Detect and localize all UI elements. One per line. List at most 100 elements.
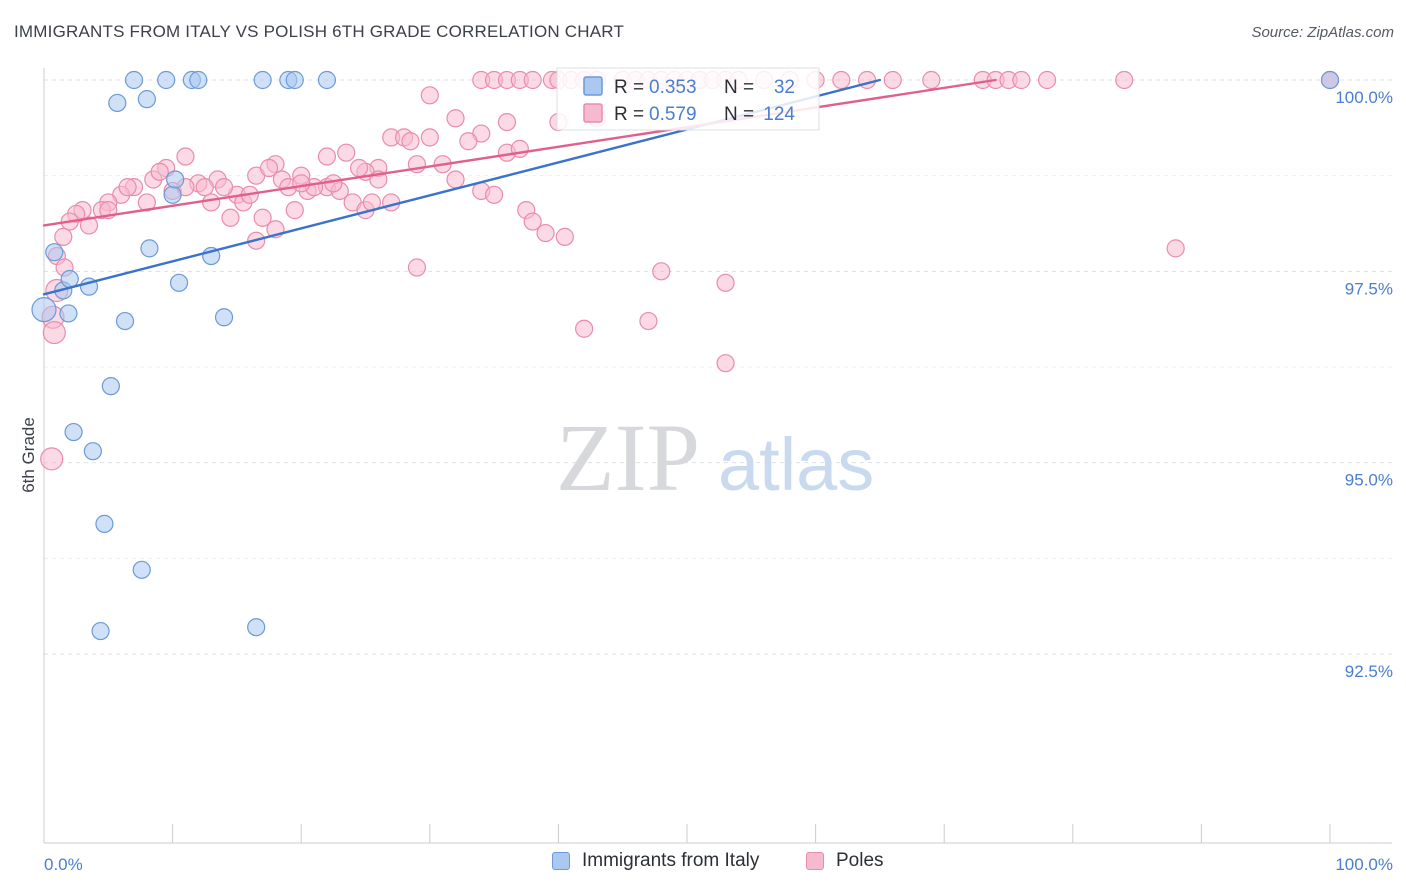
data-point-poles: [42, 320, 66, 345]
legend-top: R = 0.353 N = 32 R = 0.579 N = 124: [556, 67, 820, 131]
data-point-italy: [95, 514, 114, 533]
data-point-italy: [247, 618, 266, 637]
data-point-poles: [523, 70, 542, 90]
watermark-atlas: atlas: [718, 423, 874, 506]
data-point-poles: [555, 227, 574, 246]
y-tick-label: 92.5%: [1345, 662, 1393, 681]
data-point-poles: [79, 216, 99, 235]
data-point-italy: [83, 442, 102, 461]
data-point-poles: [523, 212, 542, 231]
trend-line-poles: [42, 78, 997, 227]
legend-r-value: 0.579: [649, 104, 697, 125]
data-point-italy: [317, 70, 337, 90]
legend-top-swatch-italy: [583, 76, 603, 96]
legend-bottom: Immigrants from Italy Poles: [0, 850, 1406, 880]
data-point-poles: [176, 147, 195, 166]
data-point-italy: [91, 621, 110, 641]
data-point-poles: [401, 132, 420, 151]
data-point-italy: [108, 93, 127, 113]
data-point-italy: [64, 422, 83, 442]
data-point-poles: [420, 86, 439, 105]
data-point-italy: [189, 70, 208, 90]
data-point-poles: [1166, 239, 1185, 258]
data-point-poles: [54, 227, 73, 246]
data-point-italy: [132, 560, 151, 579]
legend-top-swatch-poles: [583, 103, 603, 123]
data-point-italy: [214, 308, 234, 327]
legend-r-label: R =: [614, 77, 644, 98]
x-tick-label: 0.0%: [44, 855, 83, 874]
data-point-italy: [59, 304, 78, 323]
data-point-poles: [202, 193, 221, 212]
data-point-poles: [292, 174, 311, 193]
data-point-poles: [446, 109, 465, 128]
data-point-poles: [446, 170, 465, 189]
data-point-italy: [45, 243, 64, 262]
y-axis-label: 6th Grade: [19, 417, 38, 493]
series-italy-points: [31, 70, 1340, 641]
data-point-poles: [497, 112, 517, 132]
legend-r-label: R =: [614, 104, 644, 125]
data-point-italy: [101, 377, 120, 396]
legend-n-value: 32: [774, 77, 795, 98]
y-tick-label: 100.0%: [1335, 88, 1393, 107]
data-point-italy: [31, 297, 57, 323]
watermark: ZIP atlas: [556, 404, 874, 511]
data-point-poles: [883, 70, 902, 90]
data-point-poles: [575, 319, 594, 338]
data-point-poles: [639, 311, 658, 331]
y-tick-label: 95.0%: [1345, 471, 1393, 490]
legend-swatch-poles: [806, 852, 824, 870]
legend-r-value: 0.353: [649, 77, 697, 98]
data-point-poles: [337, 143, 356, 162]
data-point-poles: [150, 162, 169, 181]
data-point-poles: [118, 178, 137, 197]
y-tick-label: 97.5%: [1345, 279, 1393, 298]
legend-item-italy: Immigrants from Italy: [552, 850, 759, 872]
watermark-zip: ZIP: [556, 404, 700, 511]
data-point-poles: [510, 139, 529, 158]
data-point-poles: [1037, 70, 1057, 90]
x-tick-label: 100.0%: [1335, 855, 1393, 874]
source-label: Source: ZipAtlas.com: [1251, 24, 1394, 41]
data-point-italy: [166, 170, 185, 189]
data-point-poles: [259, 158, 279, 178]
data-point-poles: [407, 258, 427, 277]
data-point-italy: [137, 90, 156, 109]
legend-n-label: N =: [724, 104, 754, 125]
data-point-italy: [115, 311, 135, 331]
data-point-poles: [40, 447, 64, 471]
data-point-poles: [1115, 70, 1134, 90]
legend-label-italy: Immigrants from Italy: [582, 850, 760, 871]
data-point-italy: [285, 70, 304, 90]
data-point-poles: [137, 193, 156, 212]
data-point-poles: [459, 132, 478, 151]
data-point-poles: [1012, 70, 1031, 90]
data-point-poles: [349, 158, 369, 178]
data-point-poles: [420, 128, 439, 147]
data-point-poles: [317, 147, 337, 166]
data-point-italy: [169, 273, 189, 292]
data-point-poles: [485, 185, 504, 204]
data-point-poles: [253, 208, 272, 227]
data-point-poles: [652, 262, 671, 281]
legend-swatch-italy: [552, 852, 570, 870]
data-point-poles: [716, 354, 735, 373]
legend-item-poles: Poles: [806, 850, 884, 872]
data-point-poles: [536, 223, 555, 243]
legend-label-poles: Poles: [836, 850, 884, 871]
data-point-italy: [124, 70, 144, 90]
legend-n-label: N =: [724, 77, 754, 98]
data-point-italy: [1320, 70, 1340, 90]
data-point-poles: [832, 70, 851, 90]
data-point-italy: [157, 70, 176, 90]
data-point-poles: [716, 273, 735, 292]
data-point-italy: [253, 70, 272, 90]
data-point-italy: [140, 239, 159, 258]
data-point-poles: [195, 178, 214, 197]
data-point-poles: [922, 70, 941, 90]
chart-title: IMMIGRANTS FROM ITALY VS POLISH 6TH GRAD…: [14, 22, 625, 41]
data-point-poles: [221, 208, 240, 227]
data-point-poles: [285, 201, 304, 220]
